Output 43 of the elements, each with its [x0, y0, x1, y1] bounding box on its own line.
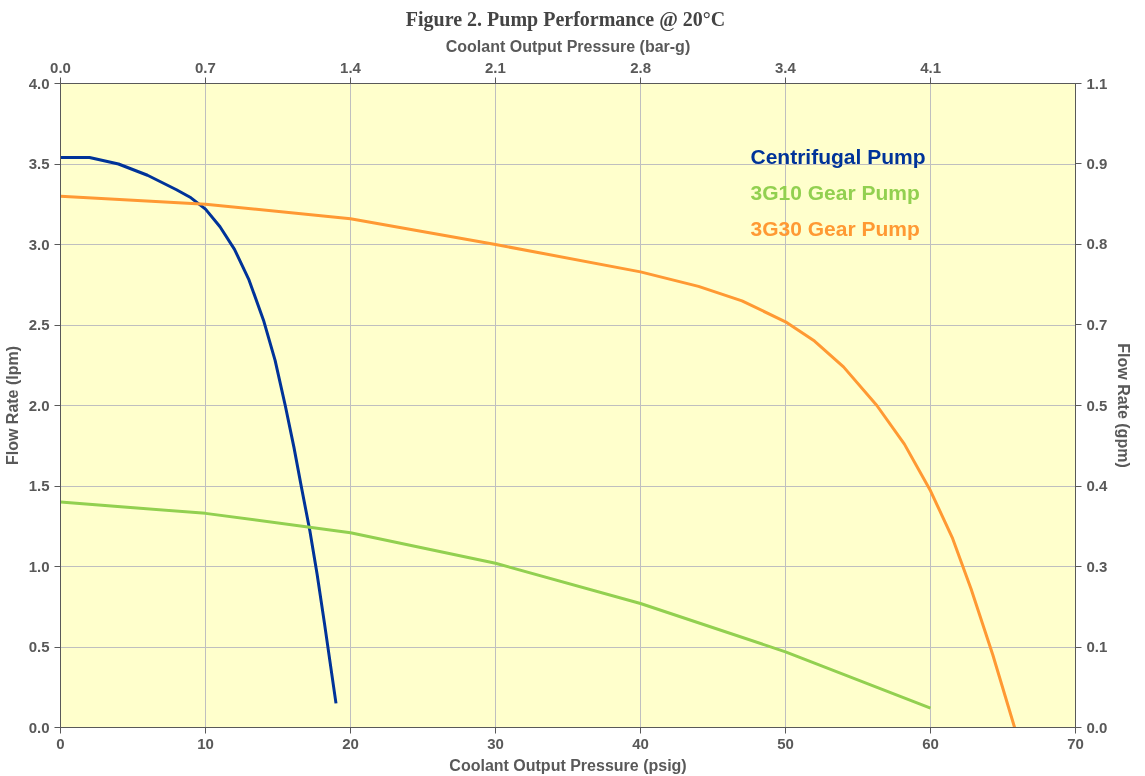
y-tick-label: 1.0	[28, 557, 50, 575]
y-tick-label: 4.0	[28, 74, 50, 92]
y2-tick-label: 1.1	[1086, 74, 1108, 92]
y-axis-title: Flow Rate (lpm)	[3, 345, 21, 466]
y-tick-label: 0.0	[28, 718, 50, 736]
x2-tick-label: 0.7	[194, 58, 216, 76]
x2-axis-title: Coolant Output Pressure (bar-g)	[445, 37, 691, 55]
y2-tick-label: 0.5	[1086, 396, 1108, 414]
x-tick-label: 50	[777, 734, 794, 752]
x2-tick-label: 3.4	[775, 58, 797, 76]
x-tick-label: 10	[197, 734, 214, 752]
y2-tick-label: 0.8	[1086, 235, 1108, 253]
x-axis-title: Coolant Output Pressure (psig)	[449, 756, 687, 774]
x2-tick-label: 1.4	[340, 58, 362, 76]
x-tick-label: 20	[342, 734, 359, 752]
y2-tick-label: 0.3	[1086, 557, 1108, 575]
x-tick-label: 40	[632, 734, 649, 752]
chart-title: Figure 2. Pump Performance @ 20°C	[405, 7, 726, 31]
y-tick-label: 3.5	[28, 155, 50, 172]
y2-tick-label: 0.0	[1086, 718, 1108, 736]
y-tick-label: 3.0	[28, 235, 50, 253]
x2-tick-label: 4.1	[920, 58, 942, 76]
x-tick-label: 70	[1067, 734, 1084, 752]
x2-tick-label: 2.1	[485, 58, 506, 76]
y2-tick-label: 0.7	[1086, 315, 1108, 333]
y-tick-label: 1.5	[28, 477, 50, 494]
text: 3G10 Gear Pump	[750, 180, 920, 204]
line-series	[60, 156, 338, 705]
line-series	[60, 500, 932, 710]
x-tick-label: 0	[56, 734, 65, 752]
text: Centrifugal Pump	[750, 144, 926, 168]
y2-tick-label: 0.1	[1086, 638, 1108, 656]
text: 3G30 Gear Pump	[750, 216, 920, 240]
y-tick-label: 2.5	[28, 316, 50, 333]
x-tick-label: 60	[922, 734, 939, 752]
y2-tick-label: 0.4	[1086, 477, 1109, 495]
y2-tick-label: 0.9	[1086, 154, 1108, 172]
x2-tick-label: 2.8	[630, 58, 651, 76]
y-tick-label: 2.0	[28, 396, 50, 414]
y2-axis-title: Flow Rate (gpm)	[1115, 343, 1133, 468]
x2-tick-label: 0.0	[50, 58, 71, 76]
x-tick-label: 30	[487, 734, 504, 752]
y-tick-label: 0.5	[28, 638, 50, 655]
